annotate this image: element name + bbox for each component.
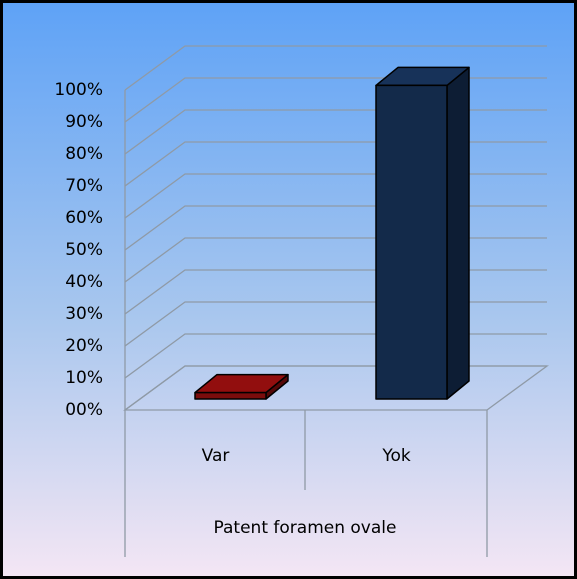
y-tick-label: 50% [65,240,103,260]
x-tick-label: Var [202,446,230,466]
y-tick-label: 40% [65,272,103,292]
y-tick-label: 60% [65,208,103,228]
x-axis-label: Patent foramen ovale [214,518,397,538]
y-tick-label: 10% [65,368,103,388]
y-tick-label: 90% [65,112,103,132]
bar [194,391,267,400]
x-tick-label: Yok [381,446,411,466]
y-tick-label: 20% [65,336,103,356]
bar [375,84,448,400]
y-tick-label: 00% [65,400,103,420]
bar-side [446,66,470,400]
y-tick-label: 70% [65,176,103,196]
y-tick-label: 80% [65,144,103,164]
grid-line [124,45,547,91]
y-tick-label: 30% [65,304,103,324]
y-tick-label: 100% [54,80,103,100]
